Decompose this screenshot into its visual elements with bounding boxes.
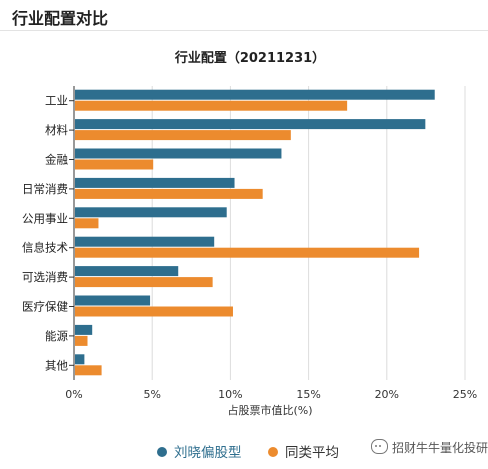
bar bbox=[75, 119, 426, 130]
x-tick-label: 15% bbox=[296, 388, 320, 401]
bar bbox=[75, 218, 99, 229]
x-tick-label: 10% bbox=[218, 388, 242, 401]
category-label: 能源 bbox=[45, 329, 68, 343]
bar bbox=[75, 236, 215, 247]
section-header: 行业配置对比 bbox=[0, 0, 488, 31]
x-tick-label: 5% bbox=[143, 388, 160, 401]
category-label: 可选消费 bbox=[22, 270, 68, 284]
x-tick-label: 25% bbox=[453, 388, 477, 401]
category-label: 工业 bbox=[45, 94, 68, 108]
x-axis-title: 占股票市值比(%) bbox=[227, 403, 312, 417]
category-label: 其他 bbox=[45, 358, 68, 372]
category-label: 公用事业 bbox=[22, 211, 68, 225]
bar bbox=[75, 100, 348, 111]
bar bbox=[75, 365, 102, 376]
tick-labels: 0% 5% 10% 15% 20% 25% bbox=[65, 388, 477, 401]
bar bbox=[75, 188, 263, 199]
chart-title: 行业配置（20211231） bbox=[174, 50, 325, 66]
bar bbox=[75, 324, 93, 335]
legend-label: 刘晓偏股型 bbox=[174, 445, 242, 461]
legend: 刘晓偏股型 同类平均 bbox=[157, 445, 339, 461]
legend-marker bbox=[157, 447, 167, 457]
bar bbox=[75, 177, 235, 188]
category-label: 日常消费 bbox=[22, 182, 68, 196]
bar bbox=[75, 159, 154, 170]
bar bbox=[75, 89, 435, 100]
category-label: 信息技术 bbox=[22, 241, 68, 255]
category-label: 材料 bbox=[45, 123, 68, 137]
bar bbox=[75, 207, 227, 218]
bar bbox=[75, 354, 85, 365]
watermark-text: 招财牛牛量化投研 bbox=[391, 441, 488, 455]
bar bbox=[75, 266, 179, 277]
bar bbox=[75, 148, 282, 159]
x-tick-label: 0% bbox=[65, 388, 82, 401]
bar bbox=[75, 130, 291, 141]
legend-label: 同类平均 bbox=[285, 445, 339, 461]
watermark: 招财牛牛量化投研 bbox=[370, 439, 488, 456]
bars-group bbox=[75, 89, 435, 376]
bar bbox=[75, 295, 151, 306]
wechat-icon bbox=[370, 439, 388, 454]
x-tick-label: 20% bbox=[375, 388, 399, 401]
bar bbox=[75, 277, 213, 288]
bar bbox=[75, 247, 420, 258]
bar bbox=[75, 306, 233, 317]
category-label: 金融 bbox=[45, 153, 68, 167]
legend-marker bbox=[268, 447, 278, 457]
bar bbox=[75, 335, 88, 346]
section-title: 行业配置对比 bbox=[12, 9, 109, 28]
category-label: 医疗保健 bbox=[22, 300, 68, 314]
